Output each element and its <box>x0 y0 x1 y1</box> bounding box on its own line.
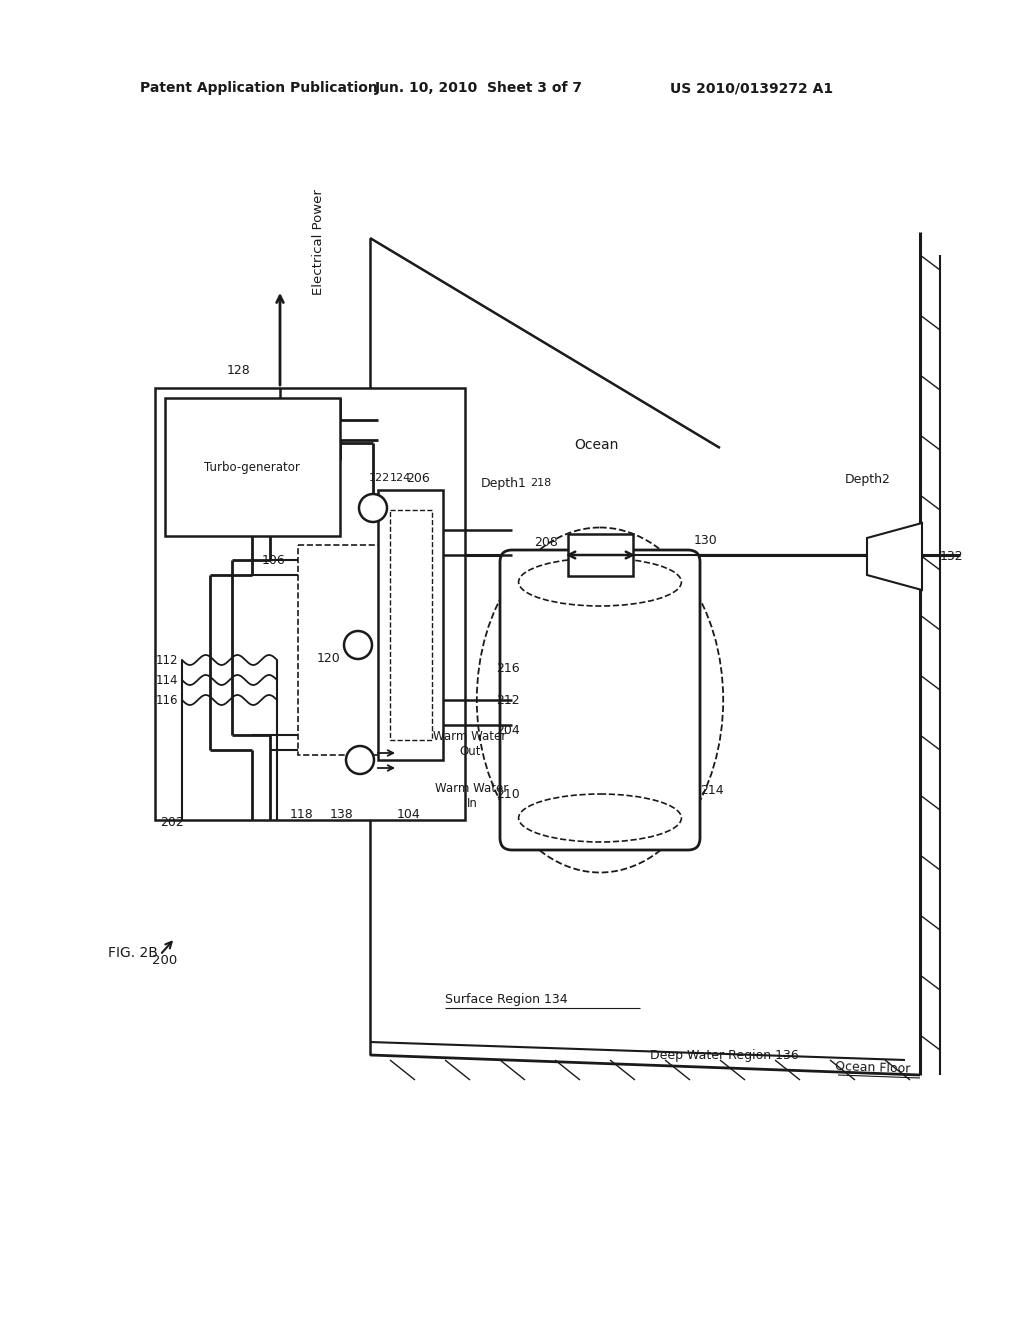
Text: 206: 206 <box>407 471 430 484</box>
Polygon shape <box>867 523 922 590</box>
Text: 204: 204 <box>497 723 520 737</box>
Text: 112: 112 <box>156 653 178 667</box>
Text: Deep Water Region 136: Deep Water Region 136 <box>650 1048 799 1061</box>
Text: 132: 132 <box>940 550 964 564</box>
Text: Jun. 10, 2010  Sheet 3 of 7: Jun. 10, 2010 Sheet 3 of 7 <box>375 81 583 95</box>
FancyBboxPatch shape <box>500 550 700 850</box>
Text: 124: 124 <box>389 473 411 483</box>
Text: 208: 208 <box>535 536 558 549</box>
Text: 128: 128 <box>226 363 250 376</box>
Text: 130: 130 <box>694 533 718 546</box>
Bar <box>378 490 443 760</box>
Ellipse shape <box>477 528 723 873</box>
Text: Surface Region 134: Surface Region 134 <box>445 994 567 1006</box>
Text: 218: 218 <box>530 478 551 488</box>
Text: 202: 202 <box>160 816 183 829</box>
Text: Turbo-generator: Turbo-generator <box>204 461 300 474</box>
Bar <box>298 545 393 755</box>
Text: 200: 200 <box>152 953 177 966</box>
Text: 138: 138 <box>330 808 353 821</box>
Text: 214: 214 <box>700 784 724 796</box>
Text: Warm Water
Out: Warm Water Out <box>433 730 507 758</box>
Text: 212: 212 <box>497 693 520 706</box>
Bar <box>568 535 633 576</box>
Bar <box>390 510 432 741</box>
Text: 106: 106 <box>261 553 285 566</box>
Text: 122: 122 <box>369 473 390 483</box>
Text: Ocean: Ocean <box>573 438 618 451</box>
Circle shape <box>359 494 387 521</box>
Bar <box>165 399 340 536</box>
Text: 116: 116 <box>156 693 178 706</box>
Text: 120: 120 <box>316 652 340 664</box>
Text: 216: 216 <box>497 661 520 675</box>
Text: Electrical Power: Electrical Power <box>312 189 325 294</box>
Circle shape <box>346 746 374 774</box>
Text: Depth1: Depth1 <box>481 477 527 490</box>
Text: Depth2: Depth2 <box>845 474 891 487</box>
Circle shape <box>344 631 372 659</box>
Text: Patent Application Publication: Patent Application Publication <box>140 81 378 95</box>
Text: Warm Water
In: Warm Water In <box>435 781 509 810</box>
Text: 114: 114 <box>156 673 178 686</box>
Text: FIG. 2B: FIG. 2B <box>108 946 158 960</box>
Text: 104: 104 <box>397 808 421 821</box>
Bar <box>155 388 465 820</box>
Text: 210: 210 <box>497 788 520 801</box>
Text: 118: 118 <box>290 808 313 821</box>
Text: US 2010/0139272 A1: US 2010/0139272 A1 <box>670 81 834 95</box>
Text: Ocean Floor: Ocean Floor <box>836 1060 910 1076</box>
